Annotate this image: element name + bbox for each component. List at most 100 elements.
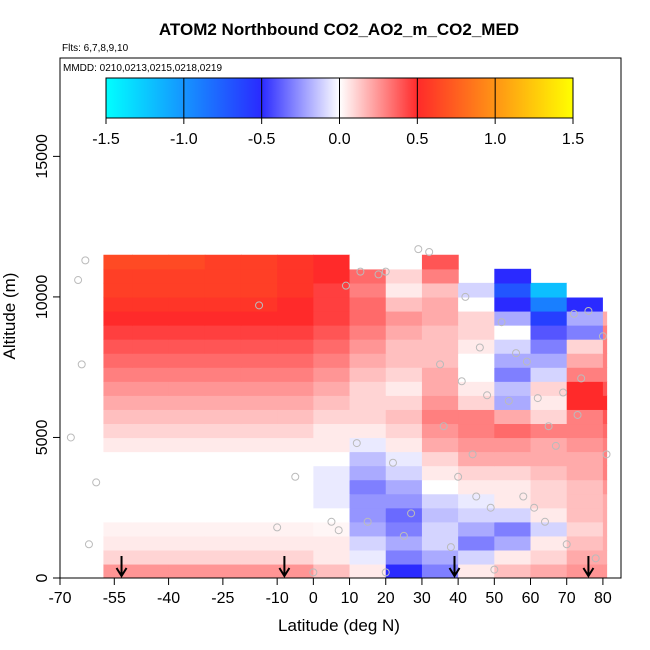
heatmap-cell xyxy=(385,395,423,410)
heatmap-cell xyxy=(313,521,351,537)
heatmap-cell xyxy=(204,325,242,340)
heatmap-cell xyxy=(421,493,459,509)
heatmap-cell xyxy=(349,353,387,368)
heatmap-cell xyxy=(602,437,608,453)
heatmap-cell xyxy=(385,451,423,467)
flights-label: Flts: 6,7,8,9,10 xyxy=(62,43,129,54)
heatmap-cell xyxy=(530,367,568,382)
heatmap-cell xyxy=(385,479,423,495)
sample-point xyxy=(352,439,361,448)
heatmap-cell xyxy=(313,507,351,523)
sample-point xyxy=(591,554,600,563)
heatmap-cell xyxy=(313,535,351,551)
sample-point xyxy=(602,450,611,459)
heatmap-cell xyxy=(240,507,278,523)
colorbar-tick-label: -0.5 xyxy=(248,131,276,148)
sample-point xyxy=(439,422,448,431)
heatmap-cell xyxy=(602,451,608,467)
heatmap-cell xyxy=(349,465,387,481)
y-axis: 0 5000 10000 15000 xyxy=(34,134,60,582)
heatmap-cell xyxy=(168,521,206,537)
heatmap-cell xyxy=(132,353,170,368)
sample-point xyxy=(504,396,513,405)
x-tick-label: 40 xyxy=(449,590,467,607)
heatmap-cell xyxy=(240,409,278,425)
sample-point xyxy=(457,377,466,386)
heatmap-cell xyxy=(566,339,604,354)
heatmap-cell xyxy=(204,423,242,439)
heatmap-cell xyxy=(168,493,206,509)
heatmap-cell xyxy=(168,296,206,312)
heatmap-cell xyxy=(494,423,532,439)
heatmap-cell xyxy=(277,381,314,396)
heatmap-cell xyxy=(530,409,568,425)
heatmap-cell xyxy=(313,254,351,270)
heatmap-cell xyxy=(204,451,242,467)
heatmap-cell xyxy=(458,325,495,340)
heatmap-cell xyxy=(168,282,206,298)
heatmap-cell xyxy=(313,381,351,396)
heatmap-cell xyxy=(132,325,170,340)
heatmap-cell xyxy=(277,521,314,537)
heatmap-cell xyxy=(421,367,459,382)
sample-point xyxy=(519,492,528,501)
heatmap-cell xyxy=(566,310,604,326)
heatmap-layer xyxy=(103,254,608,578)
heatmap-cell xyxy=(240,451,278,467)
heatmap-cell xyxy=(458,296,495,312)
heatmap-cell xyxy=(602,423,608,439)
heatmap-cell xyxy=(132,423,170,439)
sample-points-layer xyxy=(66,245,611,577)
heatmap-cell xyxy=(103,353,133,368)
heatmap-cell xyxy=(602,563,608,578)
heatmap-cell xyxy=(240,493,278,509)
heatmap-cell xyxy=(132,493,170,509)
heatmap-cell xyxy=(103,507,133,523)
colorbar-tick-label: 0.0 xyxy=(328,131,350,148)
heatmap-cell xyxy=(168,409,206,425)
heatmap-cell xyxy=(168,395,206,410)
heatmap-cell xyxy=(385,549,423,565)
heatmap-cell xyxy=(277,507,314,523)
y-tick-label: 0 xyxy=(34,573,51,582)
profile-arrow-icon xyxy=(278,556,291,578)
heatmap-cell xyxy=(458,563,495,578)
heatmap-cell xyxy=(566,395,604,410)
heatmap-cell xyxy=(132,479,170,495)
heatmap-cell xyxy=(349,381,387,396)
heatmap-cell xyxy=(530,535,568,551)
y-tick-label: 5000 xyxy=(34,420,51,456)
heatmap-cell xyxy=(530,296,568,312)
heatmap-cell xyxy=(277,409,314,425)
heatmap-cell xyxy=(204,507,242,523)
heatmap-cell xyxy=(566,479,604,495)
heatmap-cell xyxy=(385,268,423,284)
heatmap-cell xyxy=(204,549,242,565)
sample-point xyxy=(356,267,365,276)
profile-markers xyxy=(115,556,595,578)
heatmap-cell xyxy=(349,521,387,537)
heatmap-cell xyxy=(458,423,495,439)
heatmap-cell xyxy=(458,521,495,537)
heatmap-cell xyxy=(566,282,604,298)
heatmap-cell xyxy=(494,437,532,453)
heatmap-cell xyxy=(103,423,133,439)
sample-point xyxy=(468,450,477,459)
heatmap-cell xyxy=(458,353,495,368)
heatmap-cell xyxy=(132,254,170,270)
heatmap-cell xyxy=(204,563,242,578)
colorbar-tick-label: 0.5 xyxy=(406,131,428,148)
heatmap-cell xyxy=(204,339,242,354)
colorbar-tick-label: -1.5 xyxy=(92,131,120,148)
heatmap-cell xyxy=(530,521,568,537)
heatmap-cell xyxy=(385,339,423,354)
heatmap-cell xyxy=(494,563,532,578)
heatmap-cell xyxy=(240,465,278,481)
heatmap-cell xyxy=(240,521,278,537)
heatmap-cell xyxy=(602,282,608,298)
x-axis-label: Latitude (deg N) xyxy=(278,616,400,635)
heatmap-cell xyxy=(168,479,206,495)
heatmap-cell xyxy=(168,310,206,326)
heatmap-cell xyxy=(566,437,604,453)
heatmap-cell xyxy=(566,381,604,396)
